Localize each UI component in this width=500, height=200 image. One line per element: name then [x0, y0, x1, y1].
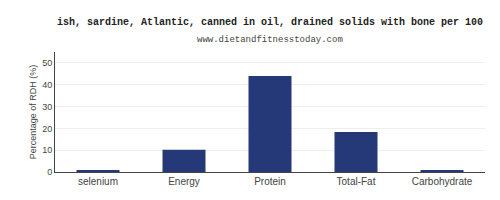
svg-text:Energy: Energy — [168, 176, 200, 187]
svg-text:ish, sardine, Atlantic, canned: ish, sardine, Atlantic, canned in oil, d… — [57, 17, 483, 28]
svg-text:Carbohydrate: Carbohydrate — [412, 176, 473, 187]
svg-text:30: 30 — [42, 102, 52, 112]
svg-text:50: 50 — [42, 58, 52, 68]
svg-text:Percentage of RDH (%): Percentage of RDH (%) — [28, 65, 38, 160]
svg-text:Protein: Protein — [254, 176, 286, 187]
svg-text:0: 0 — [47, 167, 52, 177]
svg-text:40: 40 — [42, 80, 52, 90]
svg-text:selenium: selenium — [78, 176, 118, 187]
svg-text:Total-Fat: Total-Fat — [337, 176, 376, 187]
svg-text:www.dietandfitnesstoday.com: www.dietandfitnesstoday.com — [197, 35, 343, 45]
svg-text:10: 10 — [42, 145, 52, 155]
svg-text:20: 20 — [42, 124, 52, 134]
